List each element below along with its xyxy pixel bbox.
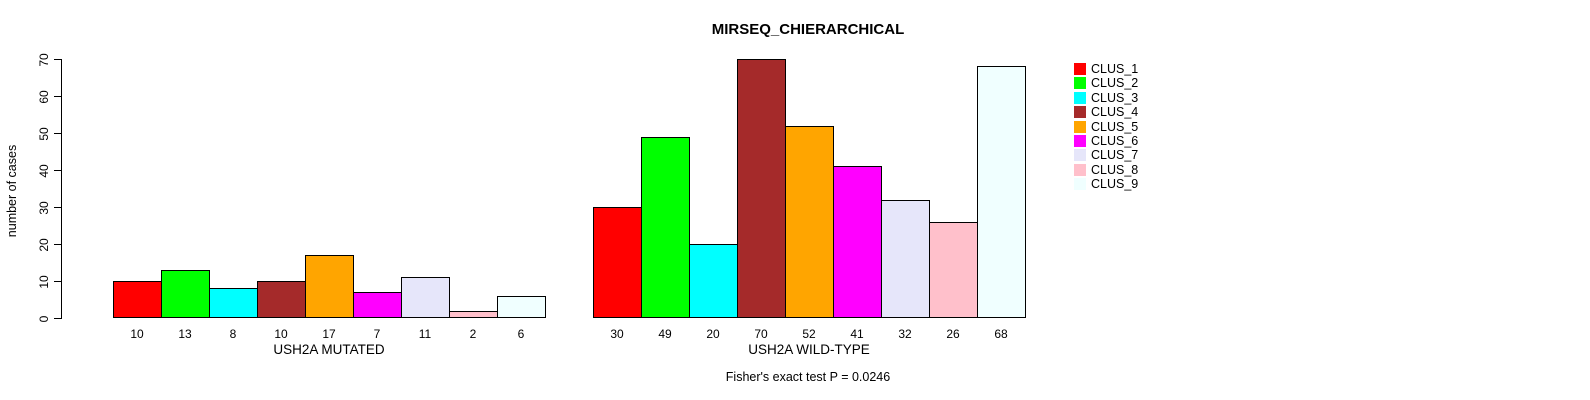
legend-swatch-clus_6 bbox=[1074, 135, 1086, 147]
legend-swatch-clus_5 bbox=[1074, 120, 1086, 133]
bar-clus_7 bbox=[401, 277, 450, 318]
bar-value-label: 30 bbox=[610, 327, 624, 341]
bar-clus_1 bbox=[113, 281, 162, 318]
bar-clus_8 bbox=[449, 311, 498, 318]
bar-value-label: 70 bbox=[754, 327, 768, 341]
y-axis-tick-label: 50 bbox=[37, 126, 51, 141]
bar-value-label: 68 bbox=[994, 327, 1008, 341]
y-axis-tick bbox=[54, 318, 61, 319]
bar-clus_9 bbox=[977, 66, 1026, 318]
y-axis-title: number of cases bbox=[5, 144, 19, 238]
bar-value-label: 10 bbox=[130, 327, 144, 341]
chart-title: MIRSEQ_CHIERARCHICAL bbox=[711, 21, 905, 38]
bar-value-label: 41 bbox=[850, 327, 864, 341]
bar-clus_4 bbox=[257, 281, 306, 318]
bar-value-label: 7 bbox=[373, 327, 381, 341]
bar-clus_6 bbox=[353, 292, 402, 318]
bar-clus_4 bbox=[737, 59, 786, 318]
legend-swatch-clus_3 bbox=[1074, 91, 1086, 104]
legend-label-clus_1: CLUS_1 bbox=[1091, 62, 1139, 76]
y-axis-tick bbox=[54, 244, 61, 245]
legend-label-clus_3: CLUS_3 bbox=[1091, 90, 1139, 105]
bar-clus_9 bbox=[497, 296, 546, 318]
bar-clus_1 bbox=[593, 207, 642, 318]
legend-label-clus_9: CLUS_9 bbox=[1091, 177, 1139, 192]
group-label-wildtype: USH2A WILD-TYPE bbox=[748, 342, 870, 357]
bar-value-label: 6 bbox=[517, 327, 525, 341]
y-axis-tick-label: 70 bbox=[37, 52, 51, 67]
group-label-mutated: USH2A MUTATED bbox=[273, 342, 385, 357]
bar-clus_2 bbox=[641, 137, 690, 318]
y-axis-tick bbox=[54, 281, 61, 282]
legend-label-clus_2: CLUS_2 bbox=[1091, 76, 1139, 91]
bar-value-label: 10 bbox=[274, 327, 288, 341]
y-axis-tick bbox=[54, 133, 61, 134]
bar-value-label: 32 bbox=[898, 327, 912, 341]
bar-clus_5 bbox=[785, 126, 834, 318]
bar-value-label: 11 bbox=[418, 327, 432, 341]
bar-value-label: 20 bbox=[706, 327, 720, 341]
fisher-test-annotation: Fisher's exact test P = 0.0246 bbox=[725, 370, 891, 384]
legend-label-clus_4: CLUS_4 bbox=[1091, 105, 1139, 120]
bar-clus_8 bbox=[929, 222, 978, 318]
bar-clus_6 bbox=[833, 166, 882, 318]
bar-clus_3 bbox=[209, 288, 258, 318]
y-axis-tick-label: 10 bbox=[37, 274, 51, 289]
y-axis-tick-label: 20 bbox=[37, 237, 51, 252]
legend-swatch-clus_9 bbox=[1074, 178, 1086, 191]
bar-clus_3 bbox=[689, 244, 738, 318]
legend-label-clus_8: CLUS_8 bbox=[1091, 162, 1139, 177]
y-axis-tick bbox=[54, 59, 61, 60]
legend-swatch-clus_4 bbox=[1074, 106, 1086, 119]
legend-label-clus_7: CLUS_7 bbox=[1091, 148, 1139, 163]
y-axis-tick bbox=[54, 207, 61, 208]
y-axis-tick-label: 30 bbox=[37, 200, 51, 215]
bar-value-label: 17 bbox=[322, 327, 336, 341]
y-axis-tick-label: 0 bbox=[37, 315, 51, 322]
bar-value-label: 13 bbox=[178, 327, 192, 341]
legend-swatch-clus_2 bbox=[1074, 77, 1086, 90]
bar-value-label: 2 bbox=[469, 327, 477, 341]
bar-clus_7 bbox=[881, 200, 930, 318]
y-axis-tick-label: 60 bbox=[37, 89, 51, 104]
legend-swatch-clus_7 bbox=[1074, 149, 1086, 162]
y-axis-line bbox=[61, 59, 62, 319]
legend-label-clus_5: CLUS_5 bbox=[1091, 119, 1139, 134]
legend-swatch-clus_8 bbox=[1074, 163, 1086, 176]
y-axis-tick bbox=[54, 96, 61, 97]
legend-label-clus_6: CLUS_6 bbox=[1091, 134, 1139, 148]
legend-swatch-clus_1 bbox=[1074, 63, 1086, 75]
bar-value-label: 49 bbox=[658, 327, 672, 341]
bar-clus_5 bbox=[305, 255, 354, 318]
y-axis-tick-label: 40 bbox=[37, 163, 51, 178]
y-axis-tick bbox=[54, 170, 61, 171]
bar-value-label: 52 bbox=[802, 327, 816, 341]
bar-clus_2 bbox=[161, 270, 210, 318]
bar-value-label: 26 bbox=[946, 327, 960, 341]
bar-value-label: 8 bbox=[229, 327, 237, 341]
